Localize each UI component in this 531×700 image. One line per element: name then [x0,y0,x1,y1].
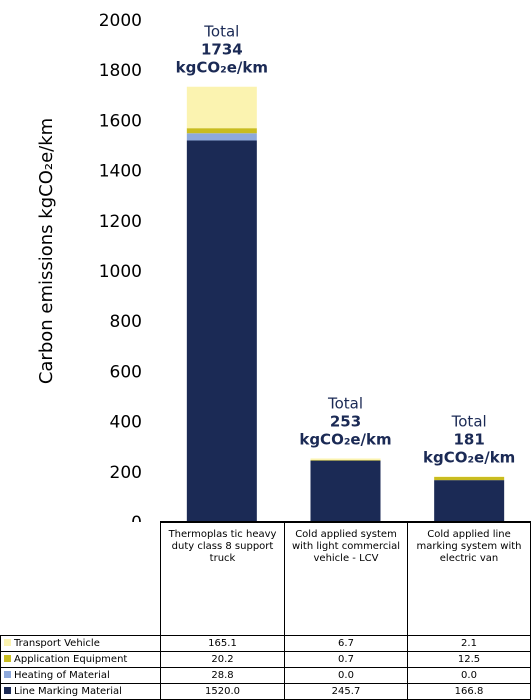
table-row: Line Marking Material 1520.0 245.7 166.8 [0,683,531,700]
data-label: 166.8 [407,683,531,700]
bar-segment-transport-vehicle [186,86,257,129]
total-value: 1734 [201,41,243,59]
legend-swatch [4,639,11,646]
bar-segment-transport-vehicle [434,476,505,477]
y-tick-label: 200 [110,463,142,483]
total-unit: kgCO₂e/km [423,448,515,466]
data-table: Thermoplas tic heavy duty class 8 suppor… [0,522,531,700]
y-tick-label: 1600 [99,111,142,131]
table-header-row: Thermoplas tic heavy duty class 8 suppor… [1,522,531,636]
data-label: 245.7 [284,683,408,700]
total-value: 253 [330,412,361,430]
bar-segment-application-equipment [310,460,381,461]
y-tick-label: 0 [131,513,142,522]
bar-segment-application-equipment [434,476,505,481]
y-tick-label: 800 [110,312,142,332]
y-axis-label: Carbon emissions kgCO₂e/km [36,118,57,384]
legend-swatch [4,671,11,678]
total-label-word: Total [451,412,487,430]
legend-entry: Application Equipment [0,651,161,668]
bar-segment-line-marking-material [186,140,257,523]
bar-segment-application-equipment [186,128,257,134]
category-label: Cold applied line marking system with el… [407,522,531,636]
table-row: Heating of Material 28.8 0.0 0.0 [0,667,531,684]
data-table-wrap: Thermoplas tic heavy duty class 8 suppor… [0,522,531,700]
category-label: Thermoplas tic heavy duty class 8 suppor… [160,522,285,636]
y-tick-label: 1200 [99,212,142,232]
y-tick-label: 400 [110,413,142,433]
legend-swatch [4,655,11,662]
y-tick-label: 2000 [99,11,142,31]
table-row: Application Equipment 20.2 0.7 12.5 [0,651,531,668]
data-label: 0.0 [407,667,531,684]
legend-entry: Line Marking Material [0,683,161,700]
bar-segment-transport-vehicle [310,458,381,461]
data-label: 12.5 [407,651,531,668]
data-label: 165.1 [160,635,285,652]
total-label-word: Total [327,394,363,412]
bar-segment-line-marking-material [434,480,505,522]
legend-entry: Heating of Material [0,667,161,684]
data-label: 0.0 [284,667,408,684]
table-row: Transport Vehicle 165.1 6.7 2.1 [0,635,531,652]
data-label: 6.7 [284,635,408,652]
total-unit: kgCO₂e/km [176,59,268,77]
chart-plot: 0 200 400 600 800 1000 1200 1400 1600 1800 2000 Car… [36,11,531,533]
bar-segment-heating-of-material [186,133,257,141]
data-label: 20.2 [160,651,285,668]
legend-swatch [4,687,11,694]
category-label: Cold applied system with light commercia… [284,522,408,636]
total-unit: kgCO₂e/km [299,430,391,448]
data-label: 2.1 [407,635,531,652]
y-tick-label: 1800 [99,61,142,81]
legend-label: Transport Vehicle [14,638,100,649]
y-tick-label: 1000 [99,262,142,282]
y-tick-label: 600 [110,362,142,382]
y-tick-label: 1400 [99,162,142,182]
total-label-word: Total [203,23,239,41]
total-value: 181 [454,430,485,448]
legend-label: Heating of Material [14,670,110,681]
data-label: 0.7 [284,651,408,668]
bar-segment-line-marking-material [310,460,381,522]
data-label: 1520.0 [160,683,285,700]
legend-label: Application Equipment [14,654,128,665]
data-label: 28.8 [160,667,285,684]
table-corner-blank [1,523,161,636]
legend-label: Line Marking Material [14,686,122,697]
legend-entry: Transport Vehicle [0,635,161,652]
